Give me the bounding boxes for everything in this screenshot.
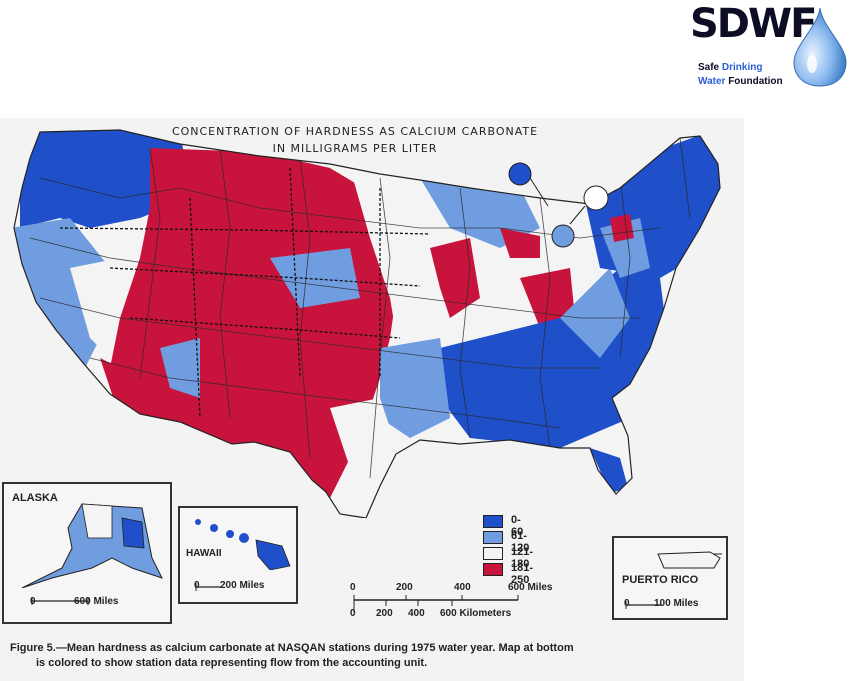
region-northwest-0-60 — [20, 130, 190, 228]
hawaii-scale-bar — [195, 583, 222, 591]
station-lake-michigan — [551, 224, 575, 248]
puerto-rico-scale-bar — [625, 601, 662, 609]
logo-acronym: SDWF — [690, 1, 817, 47]
leader-line-superior — [529, 177, 549, 207]
puerto-rico-map — [657, 551, 722, 569]
logo-line-2: Water Foundation — [698, 76, 783, 88]
station-lake-huron — [583, 185, 609, 211]
region-nebraska-61-120 — [270, 248, 360, 308]
alaska-scale-label: 600 Miles — [74, 596, 119, 607]
scale-miles-0: 0 — [350, 582, 356, 593]
map-title-line-2: IN MILLIGRAMS PER LITER — [272, 142, 438, 155]
region-appalachia-61-120 — [560, 268, 630, 358]
region-west-coast-61-120 — [14, 218, 110, 378]
legend-swatch-0-60 — [483, 515, 503, 528]
sdwf-logo[interactable]: SDWF Safe Drinking Water Foundation — [690, 2, 848, 90]
region-lower-mississippi-61-120 — [380, 338, 450, 438]
scale-km-200: 200 — [376, 608, 393, 619]
hawaii-map — [195, 519, 291, 570]
region-iowa-181-250 — [430, 238, 480, 318]
region-arizona-61-120 — [160, 338, 200, 398]
alaska-label: ALASKA — [12, 492, 58, 504]
legend-swatch-61-120 — [483, 531, 503, 544]
logo-word-water: Water — [698, 76, 729, 87]
region-texas-coast-121-180 — [330, 398, 400, 498]
logo-word-safe: Safe — [698, 62, 722, 73]
legend-label-121-180: 121-180 — [511, 546, 534, 570]
station-lake-superior — [508, 162, 532, 186]
region-ohio-181-250 — [520, 268, 575, 328]
legend-swatch-121-180 — [483, 547, 503, 560]
scale-km-0: 0 — [350, 608, 356, 619]
figure-caption-line-2: is colored to show station data represen… — [36, 657, 428, 669]
legend-label-181-250: 181-250 — [511, 562, 534, 586]
hawaii-scale-label: 200 Miles — [220, 580, 265, 591]
puerto-rico-scale-label: 100 Miles — [654, 598, 699, 609]
scale-miles-200: 200 — [396, 582, 413, 593]
region-southwest-181-250 — [100, 358, 260, 458]
us-outline — [13, 129, 721, 518]
hawaii-label: HAWAII — [186, 548, 222, 559]
region-upstate-181-250 — [610, 214, 634, 242]
alaska-scale-bar — [31, 597, 89, 605]
puerto-rico-scale-zero: 0 — [624, 598, 630, 609]
alaska-inset: ALASKA 0 600 Miles — [2, 482, 172, 624]
us-hardness-map — [13, 129, 721, 518]
state-boundaries — [59, 167, 431, 419]
alaska-map — [21, 503, 163, 588]
logo-word-drinking: Drinking — [721, 62, 763, 73]
logo-line-1: Safe Drinking — [698, 62, 762, 74]
legend-label-61-120: 61-120 — [511, 530, 530, 554]
legend-label-0-60: 0- 60 — [511, 514, 524, 538]
figure-caption-line-1: Figure 5.—Mean hardness as calcium carbo… — [10, 642, 574, 654]
region-florida-0-60 — [590, 448, 628, 493]
leader-line-huron — [569, 205, 586, 225]
region-michigan-181-250 — [500, 228, 540, 258]
hawaii-inset: HAWAII 0 200 Miles — [178, 506, 298, 604]
puerto-rico-inset: PUERTO RICO 0 100 Miles — [612, 536, 728, 620]
scale-km-600: 600 Kilometers — [440, 608, 512, 619]
scale-km-400: 400 — [408, 608, 425, 619]
puerto-rico-label: PUERTO RICO — [622, 574, 699, 586]
region-great-basin-121-180 — [70, 258, 130, 358]
main-scale-bar — [353, 595, 519, 612]
logo-word-foundation: Foundation — [728, 76, 783, 87]
hardness-map-panel: CONCENTRATION OF HARDNESS AS CALCIUM CAR… — [0, 118, 744, 681]
alaska-scale-zero: 0 — [30, 596, 36, 607]
water-drop-icon — [793, 7, 847, 87]
map-title-line-1: CONCENTRATION OF HARDNESS AS CALCIUM CAR… — [171, 125, 539, 138]
legend-swatch-181-250 — [483, 563, 503, 576]
hawaii-scale-zero: 0 — [194, 580, 200, 591]
scale-miles-600: 600 Miles — [508, 582, 553, 593]
scale-miles-400: 400 — [454, 582, 471, 593]
